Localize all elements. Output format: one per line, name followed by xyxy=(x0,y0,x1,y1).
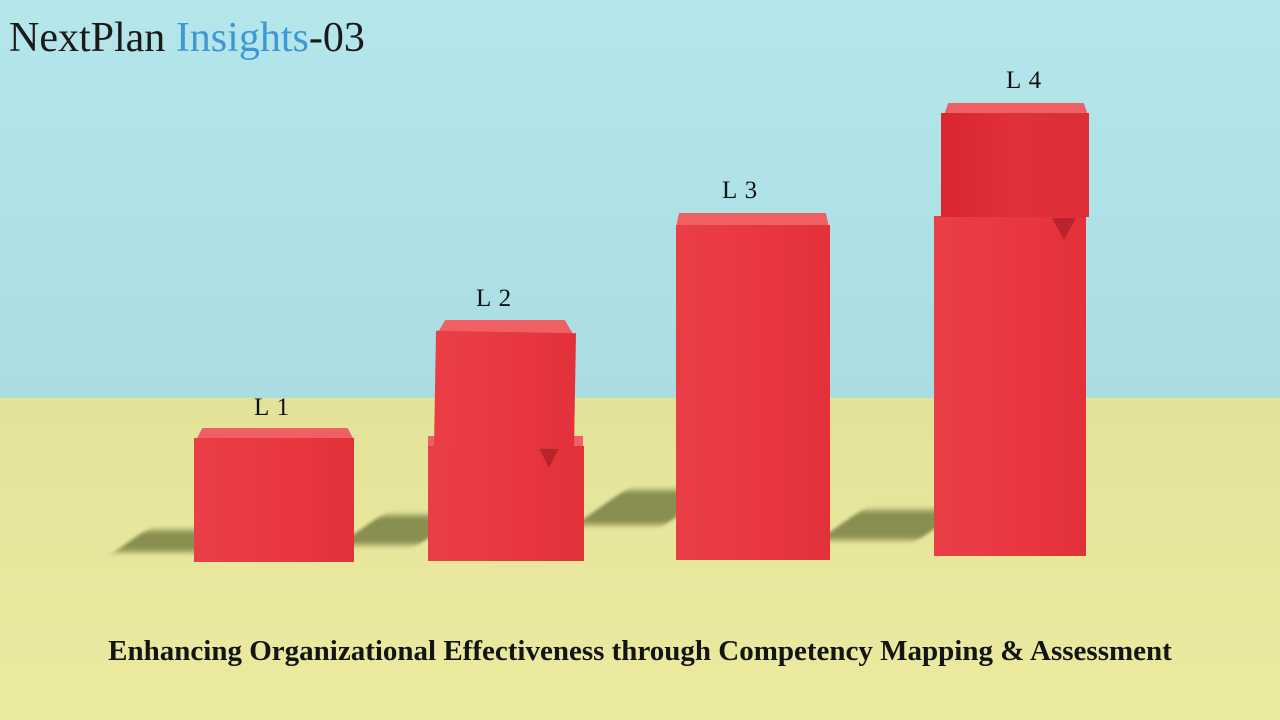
yellow-floor-surface xyxy=(0,398,1280,720)
headline: Enhancing Organizational Effectiveness t… xyxy=(108,635,1172,667)
brand-suffix: -03 xyxy=(308,15,365,61)
level-label: L 2 xyxy=(476,285,513,312)
brand-name: NextPlan xyxy=(9,15,176,61)
level-label: L 1 xyxy=(254,394,291,421)
level-label: L 3 xyxy=(722,177,759,204)
brand-accent: Insights xyxy=(175,15,309,61)
level-label: L 4 xyxy=(1006,67,1043,94)
brand-title: NextPlan Insights-03 xyxy=(9,12,365,64)
